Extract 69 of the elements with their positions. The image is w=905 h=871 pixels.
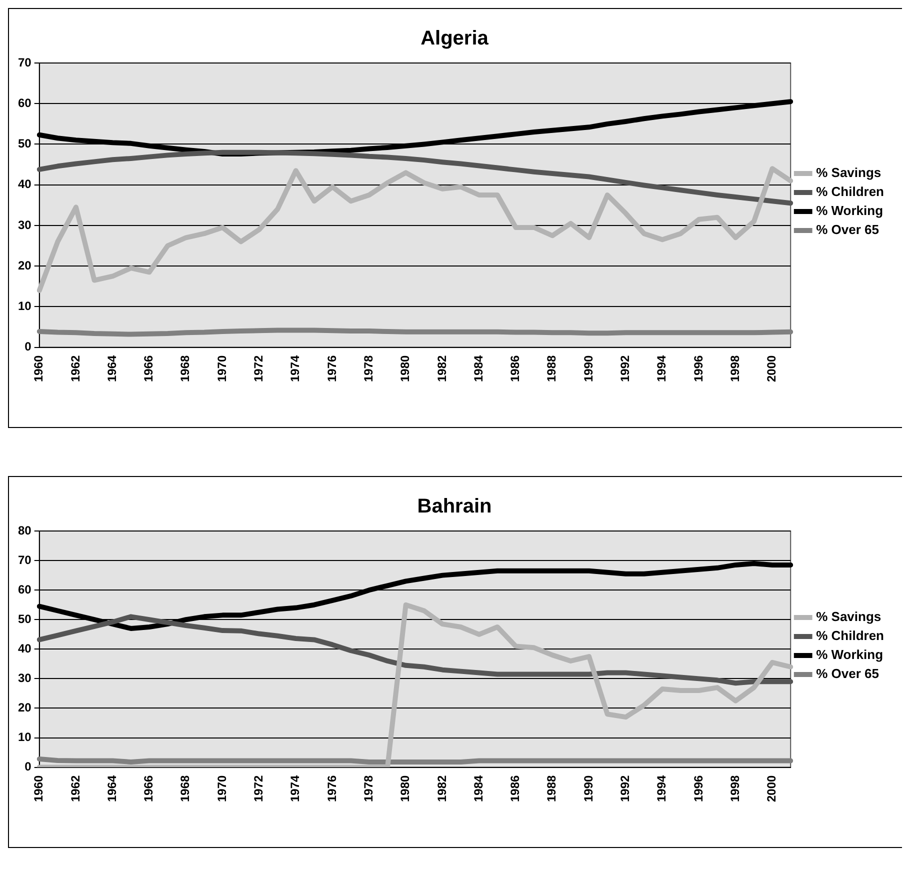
x-tick-label: 1980	[398, 774, 412, 802]
x-tick-label: 1988	[544, 354, 559, 382]
x-tick-label: 1994	[654, 354, 669, 382]
x-tick-label: 1982	[434, 354, 449, 382]
x-tick-label: 1968	[178, 354, 192, 382]
x-tick-label: 1974	[288, 354, 302, 382]
y-tick-label: 40	[18, 641, 32, 656]
y-tick-label: 40	[18, 177, 32, 192]
y-tick-label: 30	[18, 671, 32, 686]
legend-label: % Over 65	[816, 666, 879, 682]
x-tick-label: 1982	[434, 774, 449, 802]
x-tick-label: 1996	[691, 354, 706, 382]
legend-label: % Working	[816, 203, 884, 218]
x-tick-label: 1964	[104, 774, 119, 802]
x-tick-label: 2000	[764, 774, 779, 802]
x-tick-label: 1980	[398, 354, 412, 382]
x-tick-label: 1966	[142, 354, 156, 382]
x-tick-label: 1972	[252, 774, 266, 802]
y-tick-label: 70	[18, 552, 32, 567]
x-tick-label: 1970	[214, 774, 229, 802]
y-tick-label: 0	[24, 340, 32, 354]
x-tick-label: 1986	[508, 774, 522, 802]
x-tick-label: 1964	[104, 354, 119, 382]
x-tick-label: 1992	[618, 354, 632, 382]
legend-label: % Children	[816, 628, 884, 644]
x-tick-label: 1960	[32, 354, 46, 382]
y-tick-label: 20	[18, 258, 32, 272]
chart-title: Algeria	[420, 28, 490, 50]
x-tick-label: 1994	[654, 774, 669, 802]
x-tick-label: 1968	[178, 774, 192, 802]
y-tick-label: 80	[18, 523, 32, 538]
x-tick-label: 1962	[68, 354, 82, 382]
y-tick-label: 20	[18, 700, 32, 715]
legend-label: % Children	[816, 184, 884, 200]
x-tick-label: 1966	[142, 774, 156, 802]
y-tick-label: 50	[18, 612, 32, 626]
legend-label: % Savings	[816, 609, 882, 624]
y-tick-label: 50	[18, 136, 32, 151]
x-tick-label: 1992	[618, 774, 632, 802]
x-tick-label: 1978	[361, 354, 376, 382]
x-tick-label: 1974	[288, 774, 302, 802]
x-tick-label: 1990	[581, 354, 596, 382]
x-tick-label: 1984	[471, 774, 486, 802]
x-tick-label: 1996	[691, 774, 706, 802]
x-tick-label: 1976	[324, 354, 339, 382]
y-tick-label: 60	[18, 582, 32, 596]
x-tick-label: 1990	[581, 774, 596, 802]
x-tick-label: 1972	[252, 354, 266, 382]
chart-title: Bahrain	[417, 496, 492, 518]
x-tick-label: 1960	[32, 774, 46, 802]
x-tick-label: 1970	[214, 354, 229, 382]
legend-label: % Savings	[816, 165, 882, 180]
x-tick-label: 1976	[324, 774, 339, 802]
x-tick-label: 2000	[764, 354, 779, 382]
y-tick-label: 10	[18, 299, 32, 313]
legend-label: % Working	[816, 647, 884, 662]
y-tick-label: 30	[18, 218, 32, 232]
x-tick-label: 1988	[544, 774, 559, 802]
legend-label: % Over 65	[816, 222, 879, 238]
x-tick-label: 1984	[471, 354, 486, 382]
y-tick-label: 70	[18, 55, 32, 70]
x-tick-label: 1986	[508, 354, 522, 382]
x-tick-label: 1998	[728, 774, 742, 802]
x-tick-label: 1978	[361, 774, 376, 802]
y-tick-label: 10	[18, 730, 32, 744]
y-tick-label: 60	[18, 96, 32, 110]
y-tick-label: 0	[24, 760, 32, 774]
x-tick-label: 1998	[728, 354, 742, 382]
x-tick-label: 1962	[68, 774, 82, 802]
